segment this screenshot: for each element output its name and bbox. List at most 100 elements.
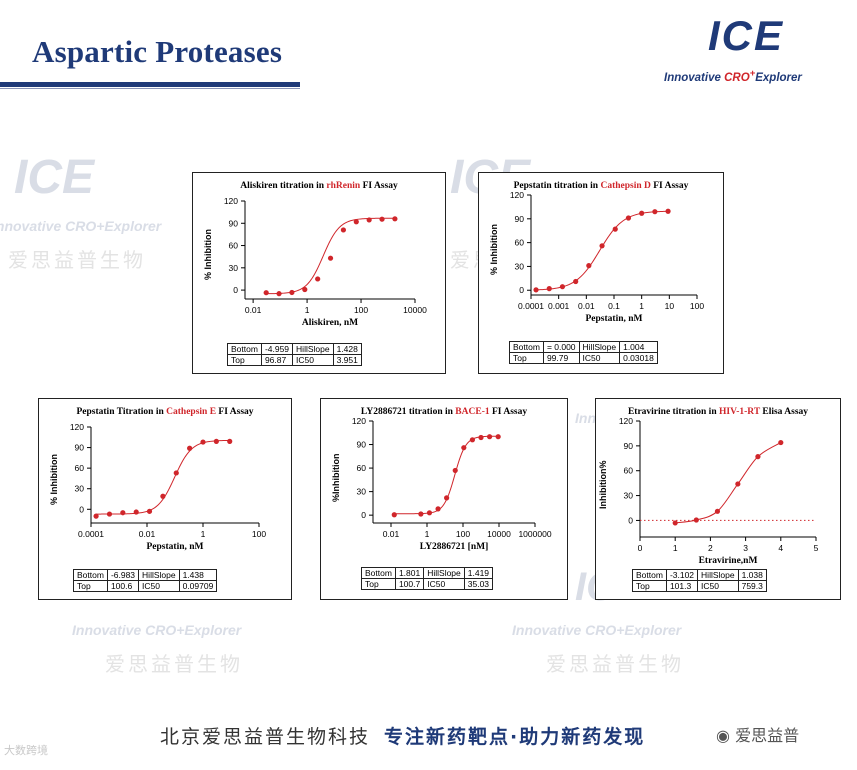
table-cell: Bottom bbox=[632, 569, 667, 581]
data-point bbox=[599, 243, 605, 249]
table-cell: Bottom bbox=[227, 343, 262, 355]
chart-panel-cathepsin-d: Pepstatin titration in Cathepsin D FI As… bbox=[478, 172, 724, 374]
y-tick-label: 30 bbox=[357, 487, 367, 497]
data-point bbox=[612, 226, 618, 232]
y-tick-label: 0 bbox=[361, 510, 366, 520]
chart-title: Pepstatin titration in Cathepsin D FI As… bbox=[479, 181, 723, 191]
data-point bbox=[495, 434, 501, 440]
data-point bbox=[478, 434, 484, 441]
data-point bbox=[735, 481, 741, 487]
watermark-cn-3: 爱思益普生物 bbox=[105, 652, 243, 676]
data-point bbox=[486, 434, 493, 440]
y-tick-label: 30 bbox=[624, 491, 634, 501]
data-point bbox=[672, 520, 678, 526]
chart-title: Pepstatin Titration in Cathepsin E FI As… bbox=[39, 407, 291, 417]
x-tick-label: 0.01 bbox=[383, 529, 400, 539]
x-tick-label: 4 bbox=[778, 543, 783, 553]
data-point bbox=[693, 517, 699, 523]
y-tick-label: 60 bbox=[624, 466, 634, 476]
data-point bbox=[625, 215, 632, 221]
table-row: Top 99.79 IC50 0.03018 bbox=[509, 352, 658, 364]
table-cell: 1.038 bbox=[737, 569, 767, 581]
page-title: Aspartic Proteases bbox=[32, 34, 283, 69]
data-point bbox=[652, 209, 658, 215]
table-cell: HillSlope bbox=[138, 569, 180, 581]
chart-panel-bace1: LY2886721 titration in BACE-1 FI Assay 0 3… bbox=[320, 398, 568, 600]
table-cell: Bottom bbox=[509, 341, 544, 353]
x-tick-label: 1 bbox=[425, 529, 430, 539]
y-axis-label: % Inhibition bbox=[489, 224, 499, 275]
data-point bbox=[755, 454, 761, 460]
fit-parameters-table: Bottom 1.801 HillSlope 1.419 Top 100.7 IC50 35.… bbox=[361, 567, 494, 590]
y-tick-label: 60 bbox=[357, 463, 367, 473]
data-point bbox=[160, 493, 166, 499]
y-tick-label: 90 bbox=[357, 440, 367, 450]
table-cell: -6.983 bbox=[106, 569, 140, 581]
table-cell: 0.03018 bbox=[619, 352, 658, 364]
chart-title: Etravirine titration in HIV-1-RT Elisa A… bbox=[596, 407, 840, 417]
chart-svg: 0 30 60 90 120 0.0001 0.001 0.01 0.1 1 10 100 bbox=[510, 190, 705, 311]
data-point bbox=[778, 439, 784, 446]
table-cell: IC50 bbox=[697, 580, 739, 592]
y-tick-label: 120 bbox=[352, 416, 366, 426]
y-axis-label: Inhibition% bbox=[598, 460, 608, 510]
data-point bbox=[340, 227, 347, 233]
table-cell: = 0.000 bbox=[542, 341, 580, 353]
chart-panel-cathepsin-e: Pepstatin Titration in Cathepsin E FI As… bbox=[38, 398, 292, 600]
data-point bbox=[444, 495, 450, 501]
table-row: Top 100.7 IC50 35.03 bbox=[361, 578, 494, 590]
table-cell: Top bbox=[361, 578, 396, 590]
table-cell: IC50 bbox=[292, 354, 334, 366]
table-row: Bottom = 0.000 HillSlope 1.004 bbox=[509, 341, 658, 353]
table-cell: 100.6 bbox=[106, 580, 140, 592]
chart-title-target: BACE-1 bbox=[455, 407, 490, 417]
x-tick-label: 1 bbox=[305, 305, 310, 315]
y-tick-label: 60 bbox=[229, 241, 239, 251]
table-cell: HillSlope bbox=[292, 343, 334, 355]
logo-tagline-a: Innovative bbox=[664, 71, 725, 84]
data-point bbox=[106, 511, 113, 517]
data-point bbox=[353, 219, 359, 225]
table-cell: HillSlope bbox=[423, 567, 465, 579]
table-cell: Bottom bbox=[361, 567, 396, 579]
data-point bbox=[327, 255, 334, 261]
x-axis-label: Pepstatin, nM bbox=[146, 542, 204, 552]
data-point bbox=[289, 289, 295, 296]
table-row: Bottom -6.983 HillSlope 1.438 bbox=[73, 569, 218, 581]
data-point bbox=[187, 445, 193, 451]
table-cell: Top bbox=[73, 580, 108, 592]
data-point bbox=[379, 216, 385, 222]
x-tick-label: 1 bbox=[201, 529, 206, 539]
chart-title-suffix: FI Assay bbox=[489, 407, 528, 417]
y-tick-label: 30 bbox=[75, 484, 85, 494]
table-cell: 96.87 bbox=[260, 354, 294, 366]
x-tick-label: 0.0001 bbox=[518, 301, 544, 311]
y-axis-label: % Inhibition bbox=[203, 229, 213, 280]
data-point bbox=[418, 511, 424, 517]
x-tick-label: 0.01 bbox=[578, 301, 595, 311]
x-axis-label: LY2886721 [nM] bbox=[419, 542, 489, 552]
table-cell: -3.102 bbox=[665, 569, 699, 581]
table-row: Top 101.3 IC50 759.3 bbox=[632, 580, 767, 592]
data-point bbox=[435, 506, 441, 512]
x-tick-label: 10 bbox=[665, 301, 675, 311]
table-cell: Bottom bbox=[73, 569, 108, 581]
y-axis-label: % Inhibition bbox=[49, 454, 59, 505]
x-tick-label: 3 bbox=[743, 543, 748, 553]
logo-mark: ICE bbox=[708, 12, 784, 60]
watermark-cn-1: 爱思益普生物 bbox=[8, 248, 146, 272]
data-point bbox=[586, 263, 592, 269]
table-cell: HillSlope bbox=[578, 341, 621, 353]
watermark-cn-4: 爱思益普生物 bbox=[546, 652, 684, 676]
fit-curve bbox=[675, 442, 782, 524]
chart-title-prefix: Aliskiren titration in bbox=[240, 181, 327, 191]
chart-svg: 0 30 60 90 120 0.0001 0.01 1 100 bbox=[70, 422, 267, 539]
footer-text: 北京爱思益普生物科技 专注新药靶点·助力新药发现 bbox=[160, 722, 645, 749]
fit-curve bbox=[96, 439, 230, 515]
y-tick-label: 120 bbox=[510, 190, 524, 200]
table-row: Bottom -3.102 HillSlope 1.038 bbox=[632, 569, 767, 581]
table-cell: IC50 bbox=[578, 352, 621, 364]
chart-svg: 0 30 60 90 120 0.01 1 100 10000 bbox=[224, 196, 427, 315]
data-point bbox=[315, 276, 321, 282]
y-tick-label: 90 bbox=[229, 218, 239, 228]
